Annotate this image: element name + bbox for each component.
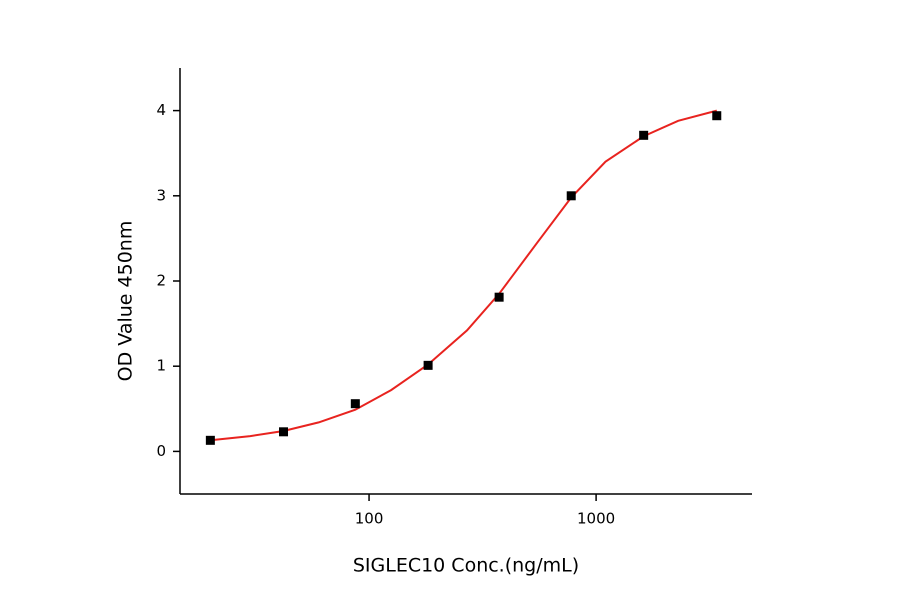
data-point <box>566 191 576 201</box>
y-tick-label: 3 <box>156 186 166 204</box>
y-axis-title: OD Value 450nm <box>115 221 137 382</box>
x-tick-label: 100 <box>355 510 384 528</box>
data-point <box>350 399 360 409</box>
data-point <box>639 130 649 140</box>
y-tick-label: 1 <box>156 357 166 375</box>
data-point <box>423 360 433 370</box>
data-point <box>205 435 215 445</box>
x-axis-title: SIGLEC10 Conc.(ng/mL) <box>353 555 579 577</box>
data-point <box>279 427 289 437</box>
data-point <box>712 111 722 121</box>
y-tick-label: 4 <box>156 101 166 119</box>
y-tick-label: 0 <box>156 442 166 460</box>
data-point <box>494 292 504 302</box>
y-tick-label: 2 <box>156 272 166 290</box>
x-tick-label: 1000 <box>577 510 615 528</box>
fit-curve <box>210 109 718 442</box>
